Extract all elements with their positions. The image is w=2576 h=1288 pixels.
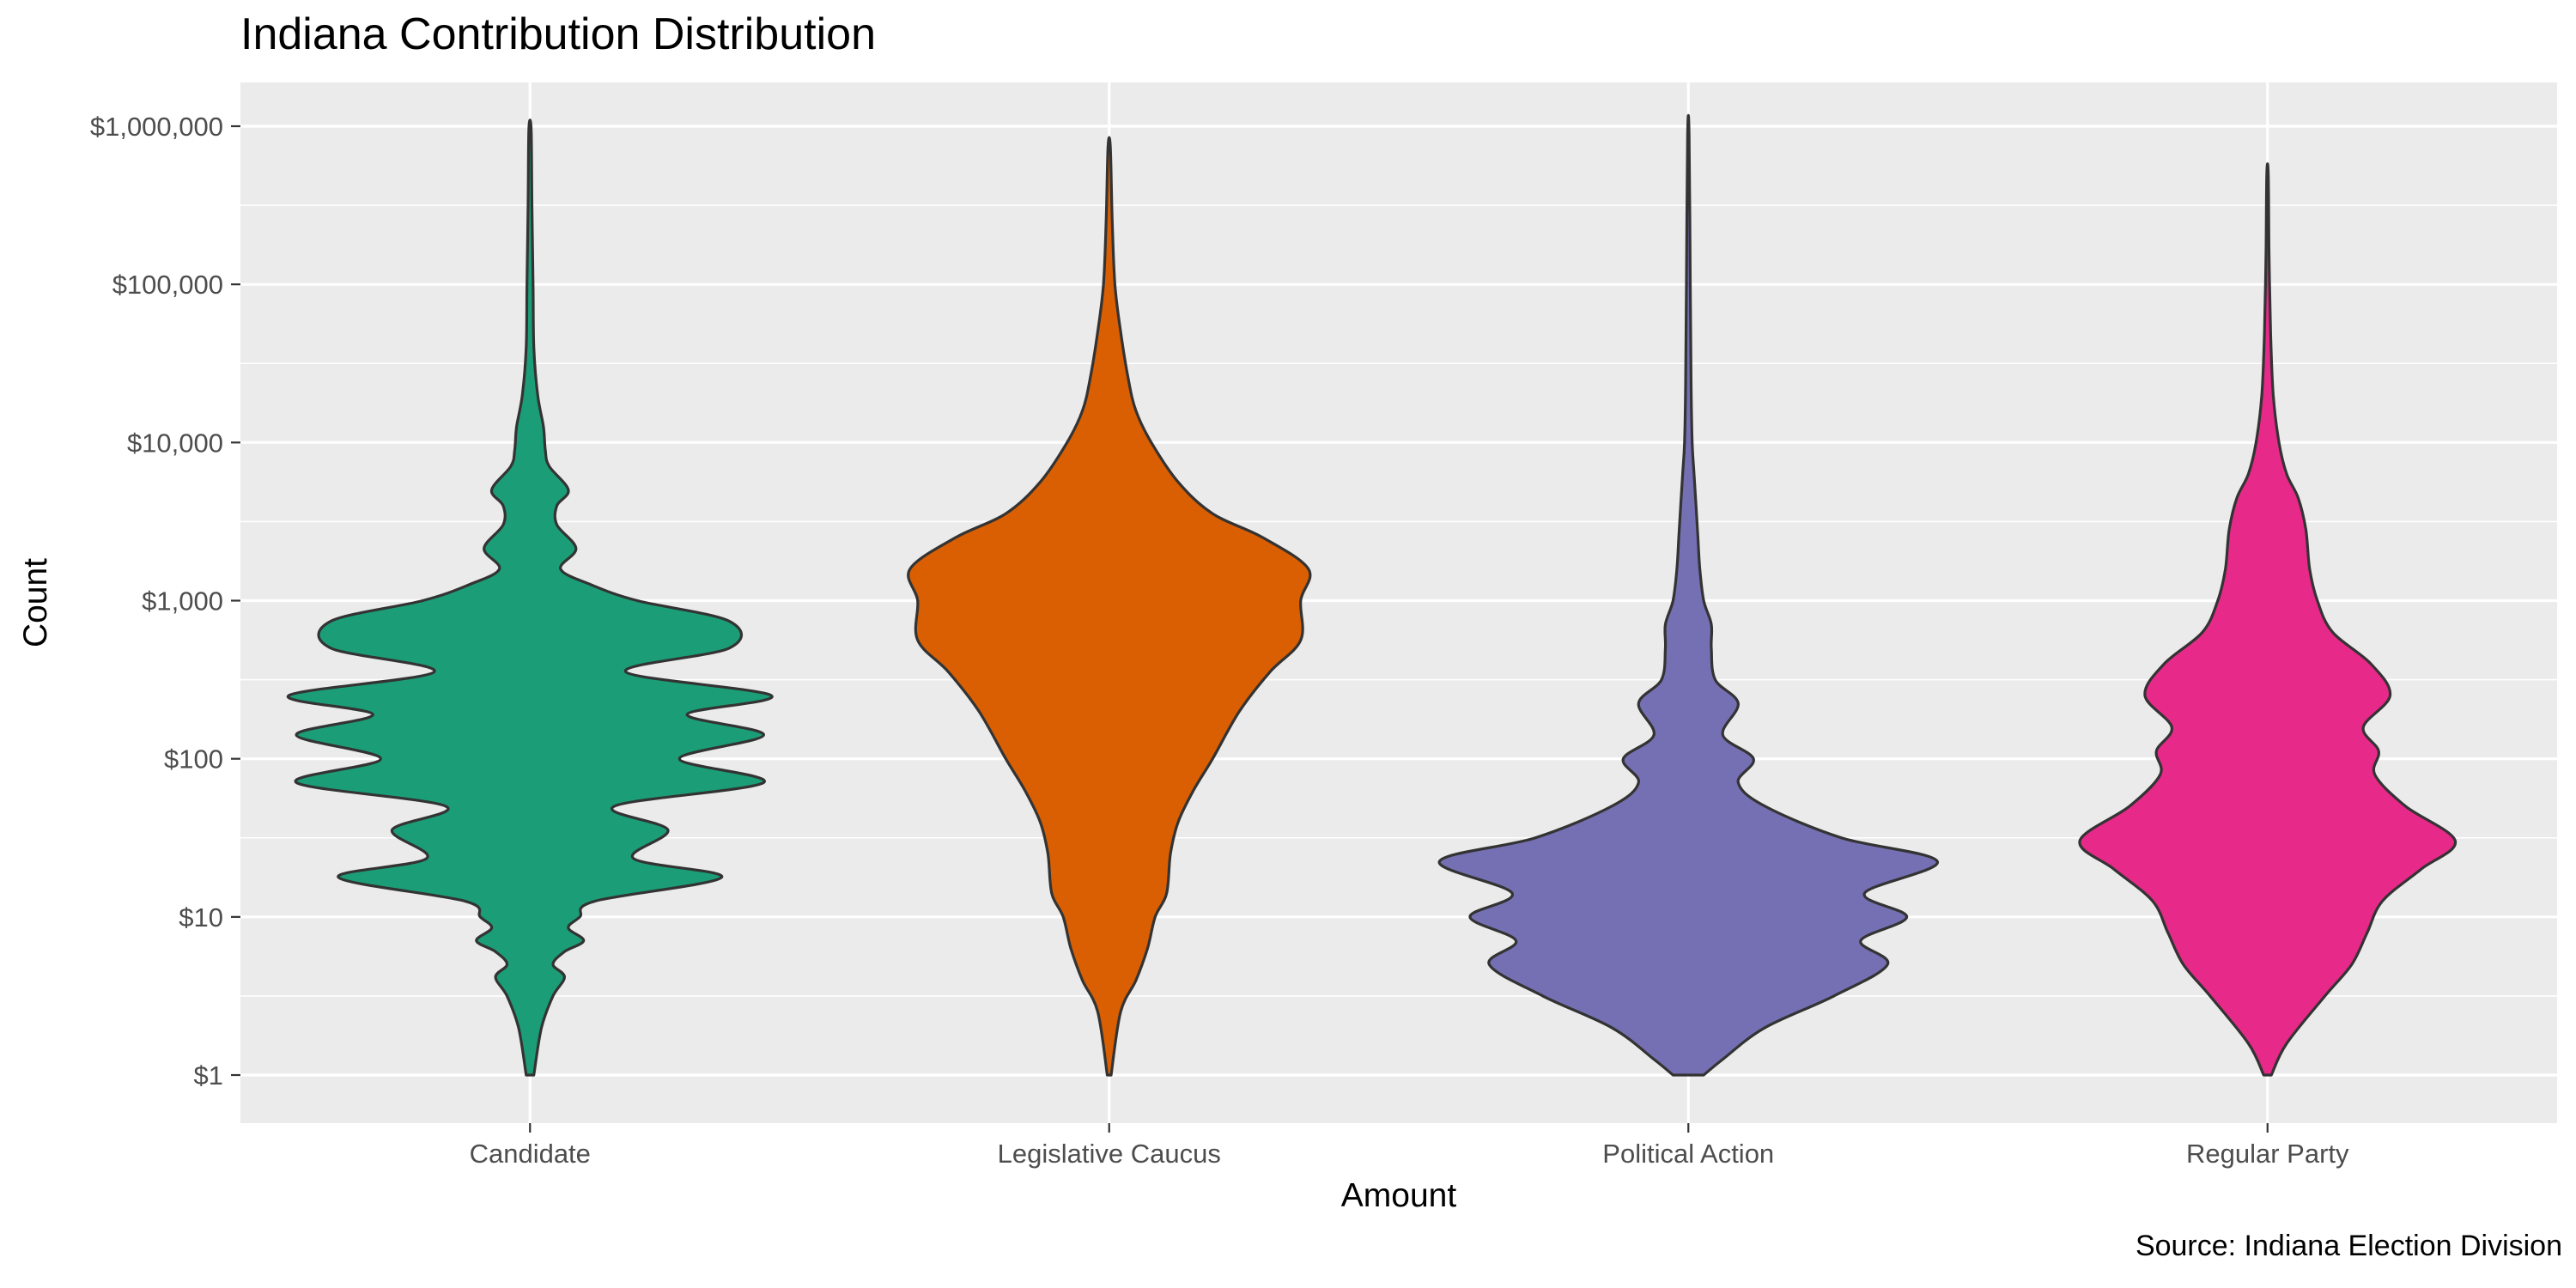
y-tick-label: $100,000 bbox=[112, 270, 223, 300]
x-axis-title: Amount bbox=[1341, 1177, 1457, 1214]
y-axis: $1 $10 $100 $1,000 $10,000 $100,000 $1,000,000 bbox=[90, 112, 240, 1091]
x-tick-label: Regular Party bbox=[2186, 1139, 2349, 1169]
y-tick-label: $1,000 bbox=[142, 586, 223, 617]
y-tick-label: $1 bbox=[194, 1060, 223, 1091]
violin-legislative-caucus bbox=[907, 136, 1312, 1077]
y-tick-label: $10,000 bbox=[127, 428, 223, 458]
y-axis-title: Count bbox=[17, 558, 54, 647]
violin-regular-party bbox=[2078, 162, 2458, 1077]
x-tick-label: Legislative Caucus bbox=[998, 1139, 1221, 1169]
violin-political-action bbox=[1437, 113, 1939, 1077]
x-tick-label: Political Action bbox=[1602, 1139, 1774, 1169]
y-tick-label: $10 bbox=[179, 902, 223, 933]
y-tick-label: $1,000,000 bbox=[90, 112, 223, 142]
violins bbox=[287, 113, 2458, 1077]
x-axis: Candidate Legislative Caucus Political Act… bbox=[470, 1123, 2349, 1169]
chart-title: Indiana Contribution Distribution bbox=[240, 9, 876, 59]
x-tick-label: Candidate bbox=[470, 1139, 591, 1169]
y-tick-label: $100 bbox=[164, 744, 223, 775]
violin-candidate bbox=[287, 118, 774, 1077]
chart-caption: Source: Indiana Election Division bbox=[2135, 1230, 2562, 1262]
